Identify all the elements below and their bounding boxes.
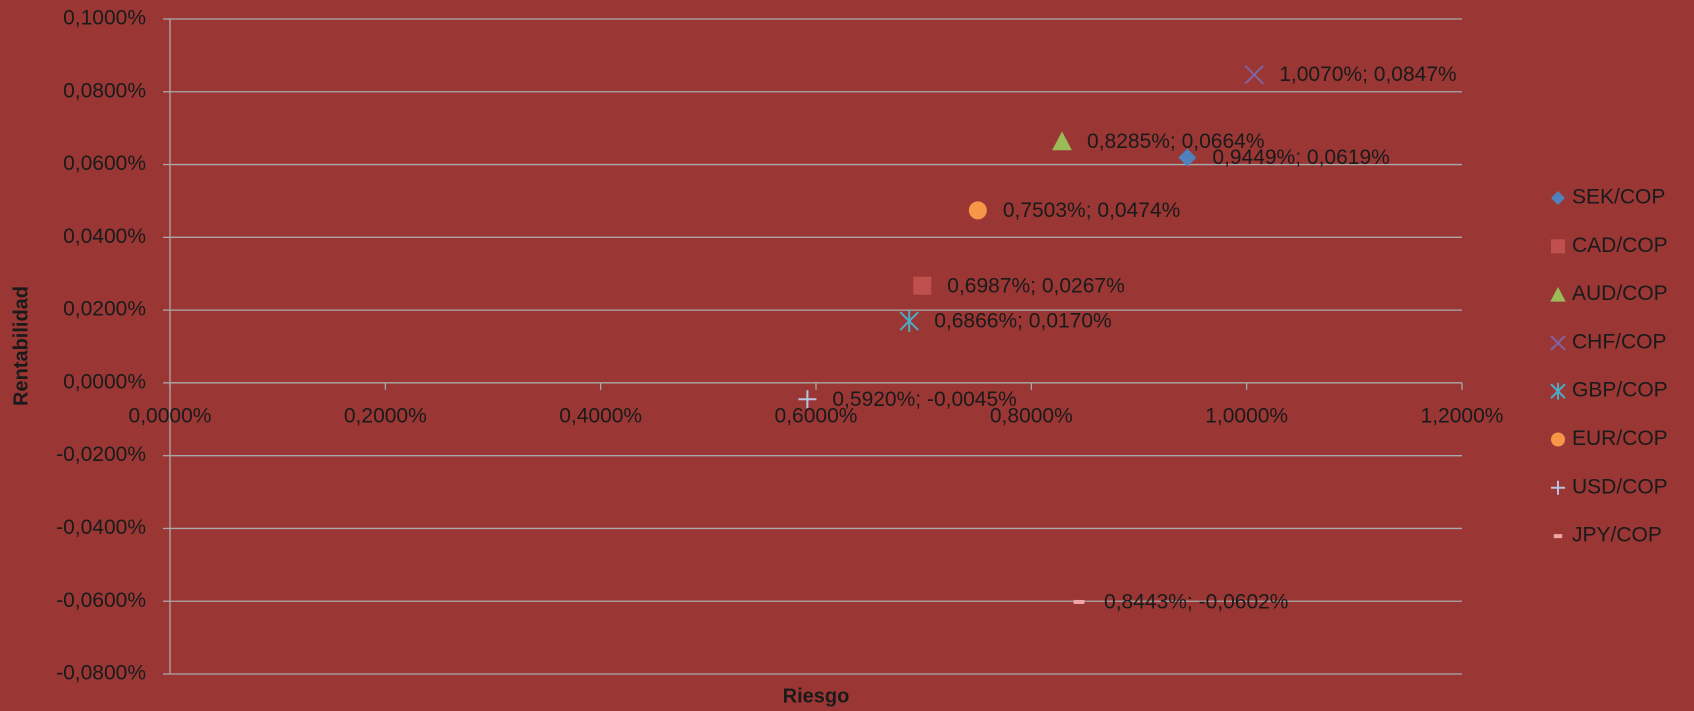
- legend-label: USD/COP: [1572, 475, 1668, 498]
- x-tick-label: 0,8000%: [990, 404, 1073, 427]
- legend-label: SEK/COP: [1572, 186, 1665, 209]
- legend-marker: [1550, 286, 1566, 302]
- legend-marker: [1553, 534, 1563, 539]
- y-tick-label: 0,0000%: [63, 370, 146, 393]
- marker: [1073, 599, 1085, 604]
- y-tick-label: -0,0200%: [56, 443, 146, 466]
- legend-label: EUR/COP: [1572, 427, 1668, 450]
- marker: [1178, 148, 1197, 167]
- y-tick-label: 0,0400%: [63, 225, 146, 248]
- marker: [798, 390, 817, 409]
- data-label: 0,8443%; -0,0602%: [1104, 590, 1288, 613]
- legend-marker: [1551, 480, 1565, 495]
- y-axis-title: Rentabilidad: [10, 286, 32, 406]
- legend-marker: [1551, 239, 1565, 254]
- y-tick-label: 0,0600%: [63, 152, 146, 175]
- x-tick-label: 0,0000%: [129, 404, 212, 427]
- legend-marker: [1551, 191, 1565, 205]
- legend-label: JPY/COP: [1572, 524, 1662, 547]
- legend-marker: [1550, 382, 1566, 400]
- data-label: 0,8285%; 0,0664%: [1087, 130, 1264, 153]
- data-label: 0,9449%; 0,0619%: [1212, 146, 1389, 169]
- legend-marker: [1551, 432, 1565, 447]
- x-axis-title: Riesgo: [783, 685, 850, 707]
- marker: [968, 201, 987, 220]
- y-tick-label: -0,0600%: [56, 589, 146, 612]
- legend-label: GBP/COP: [1572, 379, 1668, 402]
- marker: [1244, 64, 1264, 85]
- x-tick-label: 0,6000%: [775, 404, 858, 427]
- x-tick-label: 1,2000%: [1421, 404, 1504, 427]
- y-tick-label: -0,0400%: [56, 516, 146, 539]
- data-label: 1,0070%; 0,0847%: [1279, 63, 1456, 86]
- data-label: 0,6987%; 0,0267%: [947, 274, 1124, 297]
- y-tick-label: 0,1000%: [63, 7, 146, 30]
- y-tick-label: 0,0200%: [63, 298, 146, 321]
- x-tick-label: 0,4000%: [559, 404, 642, 427]
- marker: [913, 276, 932, 295]
- legend-label: CHF/COP: [1572, 330, 1667, 353]
- x-tick-label: 0,2000%: [344, 404, 427, 427]
- data-label: 0,7503%; 0,0474%: [1003, 199, 1180, 222]
- x-tick-label: 1,0000%: [1205, 404, 1288, 427]
- data-label: 0,5920%; -0,0045%: [832, 388, 1016, 411]
- y-tick-label: -0,0800%: [56, 662, 146, 685]
- marker: [899, 310, 919, 332]
- legend-label: CAD/COP: [1572, 234, 1668, 257]
- marker: [1052, 131, 1072, 151]
- legend-label: AUD/COP: [1572, 282, 1668, 305]
- legend-marker: [1550, 335, 1566, 351]
- data-label: 0,6866%; 0,0170%: [934, 310, 1111, 333]
- y-tick-label: 0,0800%: [63, 79, 146, 102]
